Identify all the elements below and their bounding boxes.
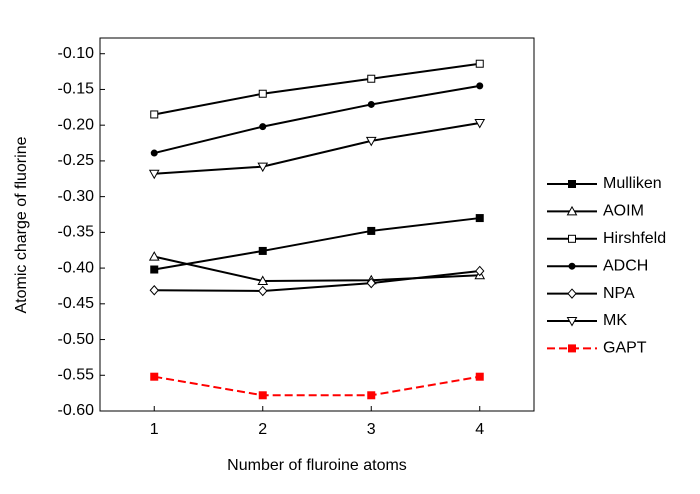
x-tick-label: 3 [367, 421, 376, 438]
marker [366, 277, 376, 289]
marker [257, 275, 269, 285]
series-line [154, 84, 480, 155]
marker [568, 344, 576, 353]
marker [365, 136, 377, 147]
series [149, 265, 485, 297]
marker [367, 226, 376, 235]
x-tick-label: 2 [258, 421, 267, 438]
y-tick-label: -0.10 [58, 45, 95, 62]
y-tick-label: -0.15 [58, 81, 95, 98]
marker [567, 288, 577, 299]
legend-label: NPA [603, 285, 635, 302]
marker [475, 214, 484, 223]
marker [148, 251, 160, 261]
marker [475, 59, 484, 68]
marker [148, 169, 160, 180]
marker [258, 246, 267, 255]
marker [258, 89, 267, 98]
marker [150, 265, 159, 274]
marker [568, 180, 576, 188]
y-tick-label: -0.30 [58, 188, 95, 205]
marker [568, 262, 576, 270]
marker [474, 119, 486, 129]
series [150, 372, 484, 400]
marker [566, 205, 578, 216]
y-tick-label: -0.50 [58, 331, 95, 348]
marker [367, 100, 375, 108]
marker [258, 391, 267, 400]
y-tick-label: -0.25 [58, 152, 95, 169]
marker [259, 123, 267, 131]
series-line [154, 269, 480, 292]
series [150, 82, 484, 157]
series [148, 251, 486, 285]
y-axis-label: Atomic charge of fluorine [13, 136, 30, 313]
y-tick-label: -0.60 [58, 402, 95, 419]
marker [367, 74, 376, 83]
legend-label: MK [603, 312, 627, 329]
marker [258, 285, 268, 297]
marker [150, 149, 158, 157]
marker [475, 265, 485, 277]
marker [150, 372, 159, 381]
marker [367, 391, 376, 400]
series-line [154, 375, 480, 397]
y-tick-label: -0.35 [58, 224, 95, 241]
series-line [154, 62, 480, 116]
x-axis-label: Number of fluroine atoms [227, 457, 407, 474]
marker [257, 162, 269, 173]
marker [568, 234, 576, 243]
plot-frame [99, 37, 535, 412]
marker [149, 284, 159, 296]
legend-label: AOIM [603, 203, 644, 220]
series [148, 119, 486, 180]
series-line [154, 217, 480, 271]
series-line [154, 122, 480, 175]
y-tick-label: -0.20 [58, 116, 95, 133]
marker [566, 317, 578, 327]
marker [475, 372, 484, 381]
x-tick-label: 4 [475, 421, 484, 438]
legend-label: ADCH [603, 257, 648, 274]
series [150, 59, 484, 119]
y-tick-label: -0.40 [58, 259, 95, 276]
marker [476, 82, 484, 90]
x-tick-label: 1 [150, 421, 159, 438]
y-tick-label: -0.55 [58, 366, 95, 383]
y-tick-label: -0.45 [58, 295, 95, 312]
marker [150, 110, 159, 119]
series [150, 214, 484, 274]
legend-label: GAPT [603, 340, 647, 357]
legend-label: Mulliken [603, 175, 662, 192]
legend-label: Hirshfeld [603, 230, 666, 247]
